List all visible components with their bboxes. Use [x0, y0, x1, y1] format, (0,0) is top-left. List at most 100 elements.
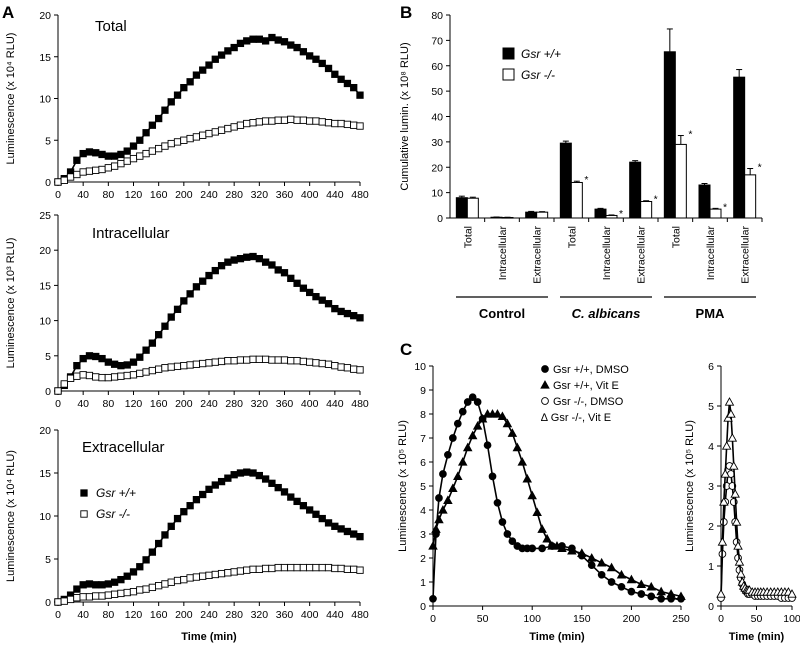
data-point [173, 91, 182, 99]
y-tick-label: 25 [39, 210, 51, 222]
x-tick-label: 0 [55, 189, 61, 201]
data-point [129, 142, 138, 150]
x-axis-label: Time (min) [729, 631, 785, 643]
data-point [331, 362, 339, 370]
data-point [142, 368, 150, 376]
category-label: Intracellular [705, 226, 717, 281]
data-point [54, 598, 62, 606]
x-tick-label: 200 [175, 398, 193, 410]
data-point [356, 366, 364, 374]
data-point [224, 124, 232, 133]
data-point [607, 578, 616, 586]
chart-title: Total [95, 18, 127, 35]
data-point [268, 564, 276, 573]
legend-label: Gsr +/+, DMSO [553, 364, 629, 376]
data-point [287, 41, 295, 49]
data-point [123, 157, 131, 165]
data-point [312, 117, 320, 125]
data-point [343, 79, 352, 88]
data-point [98, 592, 106, 600]
data-point [217, 262, 226, 270]
data-point [458, 407, 467, 416]
data-point [110, 590, 119, 598]
x-tick-label: 280 [225, 609, 243, 621]
y-tick-label: 6 [420, 457, 426, 469]
data-point [274, 356, 282, 364]
data-point [736, 569, 746, 578]
data-point [173, 362, 182, 371]
y-tick-label: 80 [431, 10, 443, 22]
data-point [337, 75, 345, 83]
data-point [299, 563, 308, 572]
data-point [287, 274, 295, 283]
data-point [73, 362, 81, 370]
data-point [306, 52, 314, 60]
data-point [117, 159, 125, 168]
category-label: Extracellular [636, 226, 648, 284]
data-point [85, 580, 94, 588]
data-point [85, 352, 94, 360]
y-axis-label: Luminescence (x 10⁴ RLU) [5, 450, 17, 582]
y-tick-label: 40 [431, 112, 443, 124]
y-tick-label: 0 [708, 601, 714, 613]
data-point [199, 359, 207, 368]
x-tick-label: 80 [102, 398, 114, 410]
group-label: Control [479, 306, 525, 321]
data-point [230, 256, 238, 264]
data-point [167, 313, 175, 321]
series-1 [54, 563, 364, 606]
x-tick-label: 40 [77, 189, 89, 201]
data-point [306, 358, 314, 366]
legend-marker [502, 47, 515, 60]
y-tick-label: 1 [708, 561, 714, 573]
x-tick-label: 250 [672, 613, 690, 625]
y-tick-label: 7 [420, 433, 426, 445]
y-tick-label: 20 [39, 10, 51, 22]
x-tick-label: 280 [225, 398, 243, 410]
bar [536, 211, 549, 219]
data-point [312, 359, 320, 367]
data-point [192, 360, 201, 368]
data-point [104, 591, 112, 599]
data-point [726, 409, 736, 418]
data-point [230, 471, 238, 479]
data-point [92, 352, 100, 361]
data-point [110, 578, 119, 586]
data-point [129, 358, 138, 366]
data-point [721, 441, 732, 450]
data-point [155, 365, 163, 373]
data-point [54, 178, 62, 186]
data-point [117, 372, 125, 380]
data-point [343, 364, 352, 372]
data-point [324, 519, 333, 527]
series-1 [428, 409, 686, 601]
data-point [236, 254, 245, 263]
data-point [167, 363, 175, 371]
data-point [429, 594, 437, 603]
data-point [243, 119, 251, 128]
data-point [337, 564, 345, 573]
data-point [192, 573, 201, 581]
data-point [92, 592, 100, 600]
data-point [324, 360, 333, 368]
bar [570, 181, 583, 219]
y-axis-label: Cumulative lumin. (x 10⁸ RLU) [399, 42, 411, 190]
data-point [186, 290, 194, 298]
data-point [161, 580, 169, 588]
x-tick-label: 100 [523, 613, 541, 625]
series-1 [54, 115, 364, 186]
data-point [211, 55, 219, 63]
data-point [716, 589, 726, 598]
data-point [312, 293, 320, 301]
data-point [274, 36, 282, 44]
data-point [502, 418, 513, 428]
x-tick-label: 240 [200, 398, 218, 410]
y-tick-label: 9 [420, 385, 426, 397]
data-point [217, 477, 226, 486]
data-point [596, 557, 607, 567]
data-point [161, 364, 169, 372]
data-point [537, 524, 547, 533]
legend-marker [80, 510, 88, 518]
x-tick-label: 400 [301, 189, 319, 201]
